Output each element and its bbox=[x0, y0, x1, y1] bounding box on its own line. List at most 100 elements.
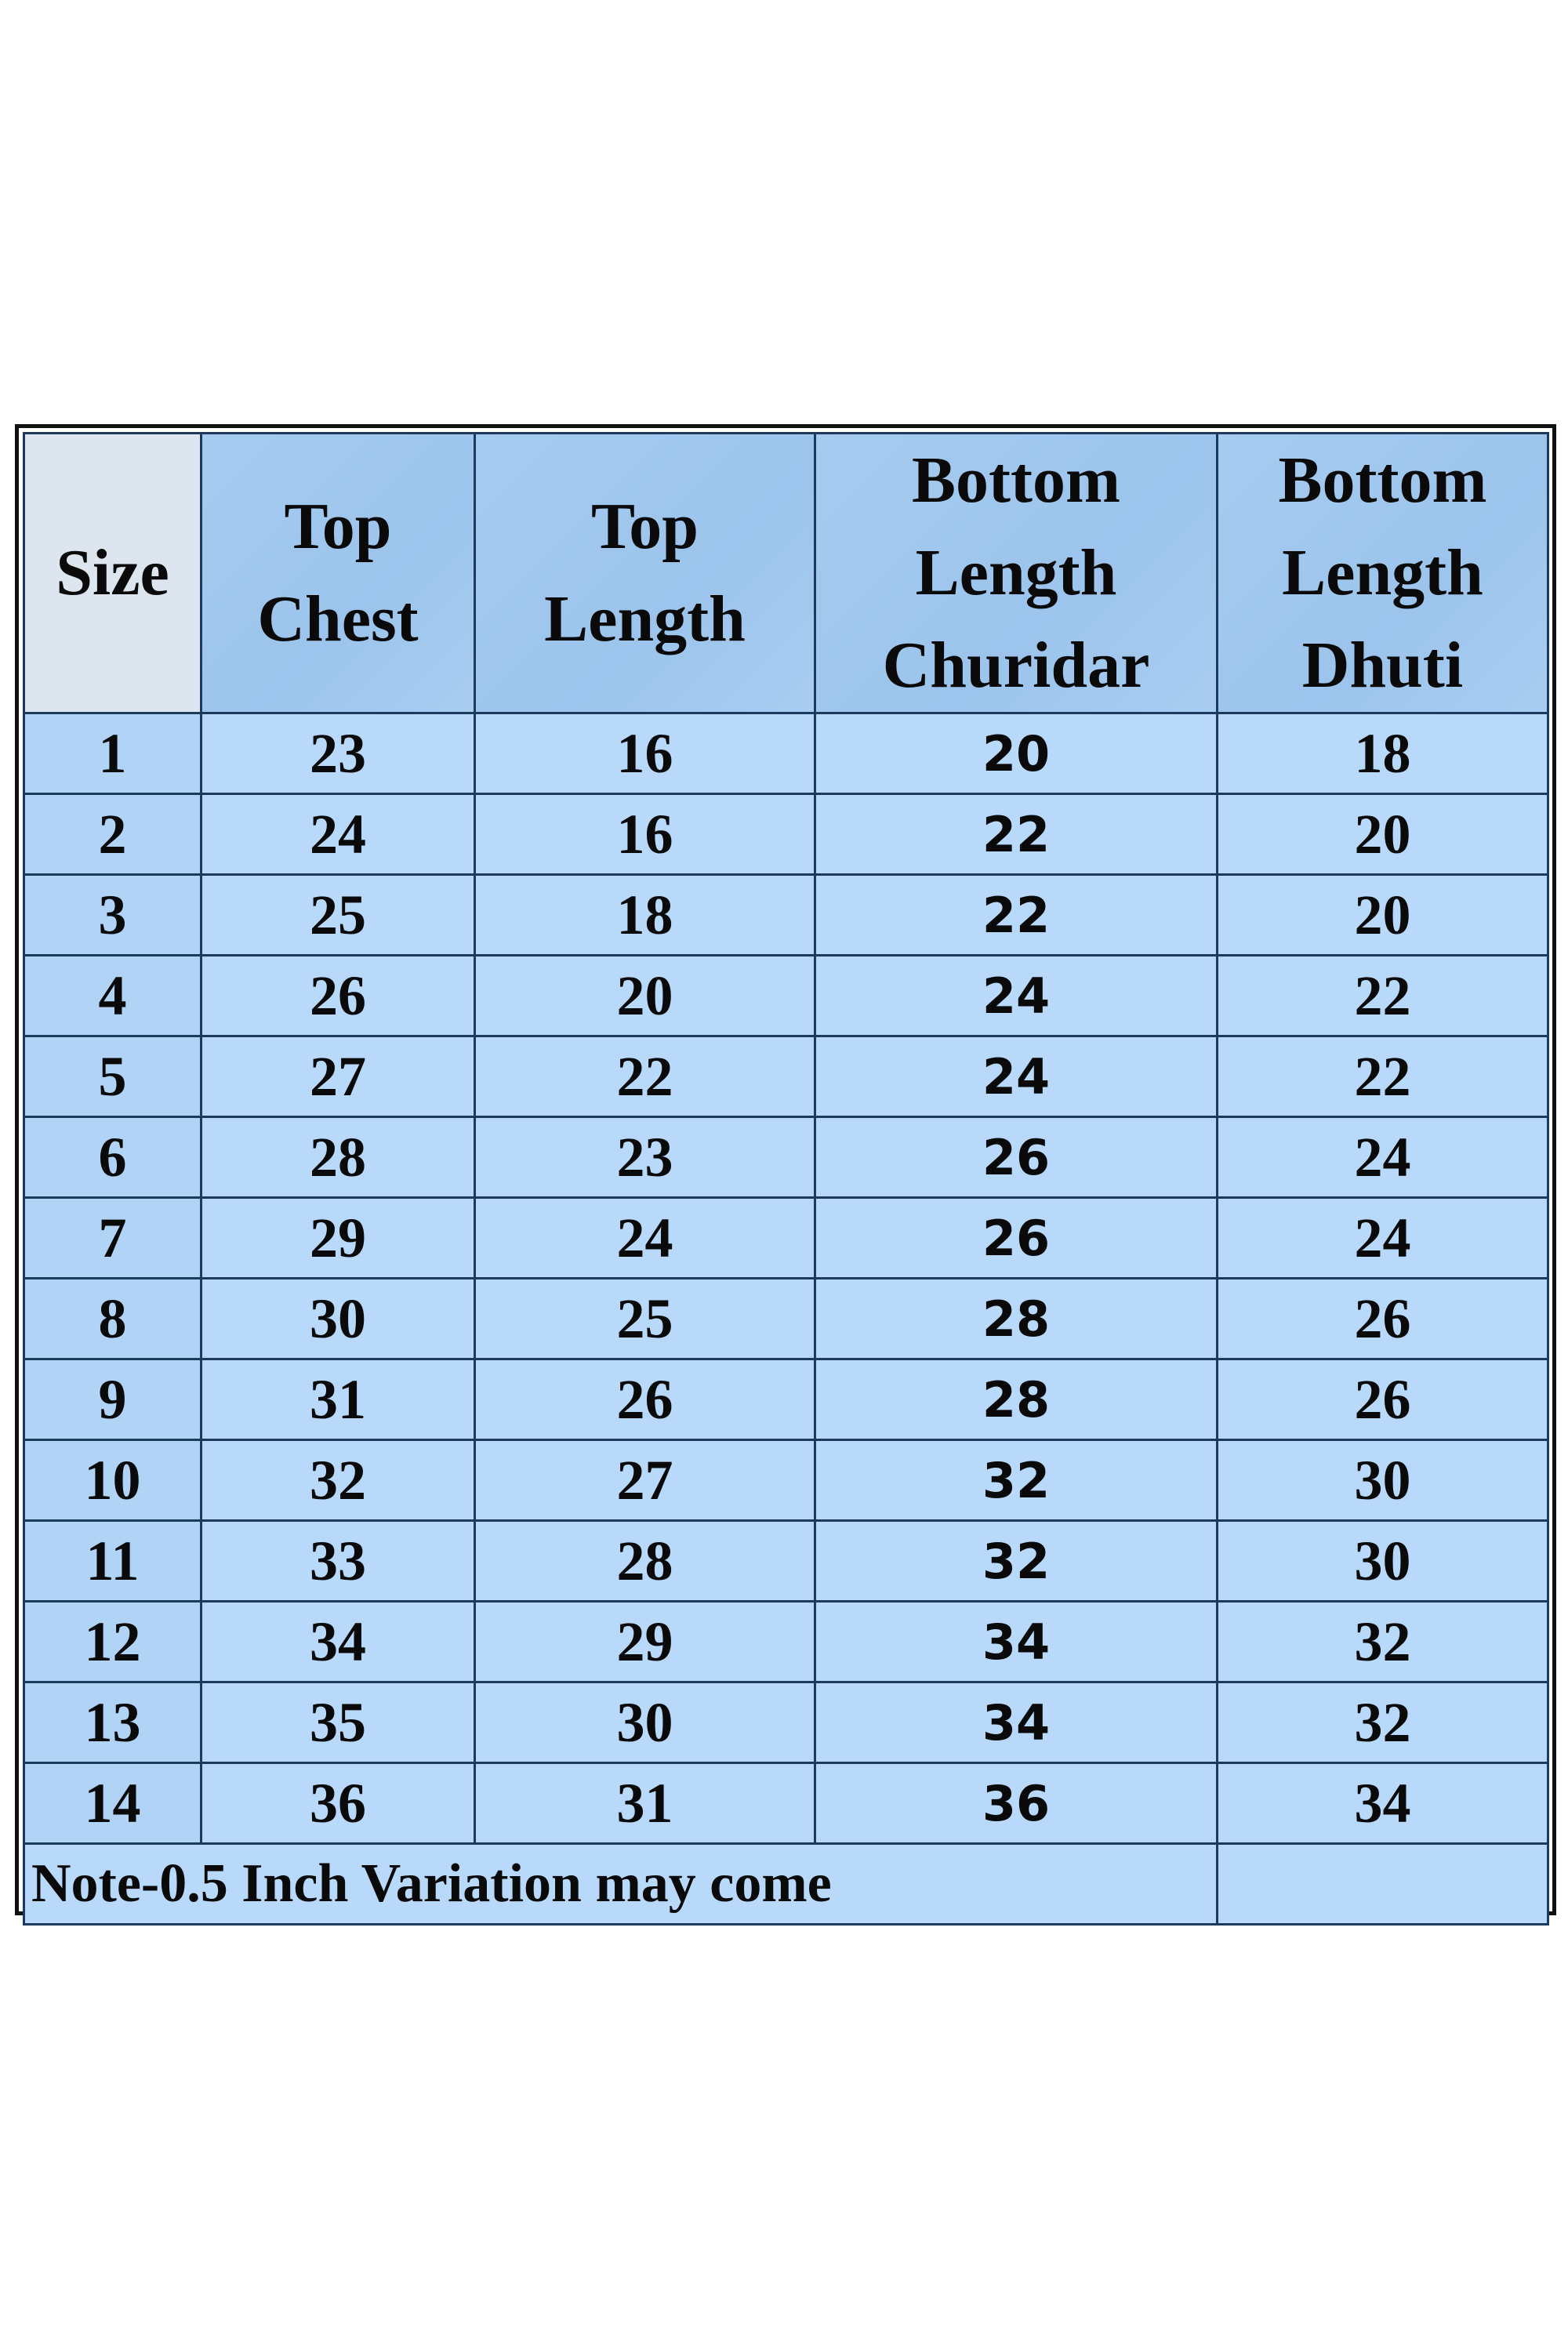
cell-size: 4 bbox=[23, 954, 202, 1037]
header-text: Length bbox=[544, 583, 746, 655]
cell-size: 13 bbox=[23, 1681, 202, 1764]
cell-bottom-length-churidar: 28 bbox=[814, 1277, 1218, 1360]
cell-top-length: 22 bbox=[474, 1035, 816, 1118]
cell-top-chest: 33 bbox=[200, 1519, 476, 1602]
header-text: Dhuti bbox=[1301, 629, 1464, 702]
cell-top-length: 26 bbox=[474, 1358, 816, 1441]
header-bottom-length-churidar: Bottom Length Churidar bbox=[814, 432, 1218, 714]
cell-top-length: 31 bbox=[474, 1762, 816, 1845]
cell-top-chest: 25 bbox=[200, 873, 476, 956]
cell-size: 12 bbox=[23, 1600, 202, 1683]
cell-top-chest: 34 bbox=[200, 1600, 476, 1683]
cell-top-length: 16 bbox=[474, 793, 816, 876]
cell-bottom-length-churidar: 24 bbox=[814, 1035, 1218, 1118]
cell-top-chest: 28 bbox=[200, 1116, 476, 1199]
header-text: Chest bbox=[257, 583, 419, 655]
cell-bottom-length-churidar: 26 bbox=[814, 1116, 1218, 1199]
cell-bottom-length-churidar: 26 bbox=[814, 1196, 1218, 1279]
cell-bottom-length-churidar: 22 bbox=[814, 793, 1218, 876]
cell-bottom-length-dhuti: 30 bbox=[1216, 1439, 1549, 1522]
note-row: Note-0.5 Inch Variation may come bbox=[23, 1842, 1549, 1926]
cell-size: 2 bbox=[23, 793, 202, 876]
cell-top-length: 27 bbox=[474, 1439, 816, 1522]
table-row: 4 26 20 24 22 bbox=[23, 954, 1549, 1037]
header-text: Churidar bbox=[882, 629, 1150, 702]
cell-top-length: 29 bbox=[474, 1600, 816, 1683]
cell-top-chest: 32 bbox=[200, 1439, 476, 1522]
header-row: Size Top Chest Top Length Bottom Length Churida… bbox=[23, 432, 1549, 714]
size-chart-frame: Size Top Chest Top Length Bottom Length Churida… bbox=[15, 424, 1556, 1926]
cell-bottom-length-dhuti: 34 bbox=[1216, 1762, 1549, 1845]
cell-bottom-length-churidar: 28 bbox=[814, 1358, 1218, 1441]
cell-bottom-length-churidar: 32 bbox=[814, 1519, 1218, 1602]
header-text: Length bbox=[1282, 536, 1483, 609]
cell-top-chest: 35 bbox=[200, 1681, 476, 1764]
cell-size: 9 bbox=[23, 1358, 202, 1441]
table-row: 7 29 24 26 24 bbox=[23, 1196, 1549, 1279]
cell-bottom-length-churidar: 22 bbox=[814, 873, 1218, 956]
cell-bottom-length-churidar: 24 bbox=[814, 954, 1218, 1037]
cell-size: 5 bbox=[23, 1035, 202, 1118]
cell-top-length: 20 bbox=[474, 954, 816, 1037]
cell-size: 3 bbox=[23, 873, 202, 956]
cell-top-length: 23 bbox=[474, 1116, 816, 1199]
header-text: Size bbox=[56, 536, 169, 609]
cell-top-chest: 26 bbox=[200, 954, 476, 1037]
table-row: 13 35 30 34 32 bbox=[23, 1681, 1549, 1764]
table-row: 12 34 29 34 32 bbox=[23, 1600, 1549, 1683]
header-top-length: Top Length bbox=[474, 432, 816, 714]
cell-size: 10 bbox=[23, 1439, 202, 1522]
cell-bottom-length-dhuti: 32 bbox=[1216, 1681, 1549, 1764]
cell-size: 7 bbox=[23, 1196, 202, 1279]
header-size: Size bbox=[23, 432, 202, 714]
header-text: Length bbox=[915, 536, 1117, 609]
cell-bottom-length-churidar: 34 bbox=[814, 1681, 1218, 1764]
cell-bottom-length-dhuti: 26 bbox=[1216, 1277, 1549, 1360]
cell-size: 1 bbox=[23, 712, 202, 795]
table-row: 14 36 31 36 34 bbox=[23, 1762, 1549, 1845]
cell-bottom-length-churidar: 34 bbox=[814, 1600, 1218, 1683]
cell-bottom-length-churidar: 20 bbox=[814, 712, 1218, 795]
header-text: Bottom bbox=[912, 444, 1120, 517]
table-row: 3 25 18 22 20 bbox=[23, 873, 1549, 956]
table-row: 10 32 27 32 30 bbox=[23, 1439, 1549, 1522]
cell-top-chest: 30 bbox=[200, 1277, 476, 1360]
table-row: 5 27 22 24 22 bbox=[23, 1035, 1549, 1118]
cell-bottom-length-dhuti: 24 bbox=[1216, 1116, 1549, 1199]
cell-top-chest: 24 bbox=[200, 793, 476, 876]
cell-bottom-length-dhuti: 32 bbox=[1216, 1600, 1549, 1683]
note-text: Note-0.5 Inch Variation may come bbox=[23, 1842, 1218, 1926]
cell-top-length: 30 bbox=[474, 1681, 816, 1764]
size-chart-table: Size Top Chest Top Length Bottom Length Churida… bbox=[23, 432, 1549, 1926]
cell-bottom-length-churidar: 36 bbox=[814, 1762, 1218, 1845]
table-row: 6 28 23 26 24 bbox=[23, 1116, 1549, 1199]
cell-top-chest: 31 bbox=[200, 1358, 476, 1441]
cell-bottom-length-dhuti: 20 bbox=[1216, 793, 1549, 876]
cell-top-chest: 36 bbox=[200, 1762, 476, 1845]
cell-top-chest: 27 bbox=[200, 1035, 476, 1118]
cell-bottom-length-dhuti: 24 bbox=[1216, 1196, 1549, 1279]
header-text: Top bbox=[590, 490, 699, 563]
cell-top-length: 16 bbox=[474, 712, 816, 795]
cell-size: 11 bbox=[23, 1519, 202, 1602]
header-text: Top bbox=[284, 490, 392, 563]
table-row: 1 23 16 20 18 bbox=[23, 712, 1549, 795]
table-row: 11 33 28 32 30 bbox=[23, 1519, 1549, 1602]
cell-bottom-length-dhuti: 30 bbox=[1216, 1519, 1549, 1602]
cell-size: 8 bbox=[23, 1277, 202, 1360]
cell-size: 6 bbox=[23, 1116, 202, 1199]
cell-top-length: 28 bbox=[474, 1519, 816, 1602]
note-empty-cell bbox=[1216, 1842, 1549, 1926]
cell-top-length: 24 bbox=[474, 1196, 816, 1279]
header-bottom-length-dhuti: Bottom Length Dhuti bbox=[1216, 432, 1549, 714]
table-row: 2 24 16 22 20 bbox=[23, 793, 1549, 876]
cell-top-chest: 29 bbox=[200, 1196, 476, 1279]
header-text: Bottom bbox=[1278, 444, 1487, 517]
header-top-chest: Top Chest bbox=[200, 432, 476, 714]
table-row: 8 30 25 28 26 bbox=[23, 1277, 1549, 1360]
cell-bottom-length-dhuti: 18 bbox=[1216, 712, 1549, 795]
cell-bottom-length-dhuti: 22 bbox=[1216, 1035, 1549, 1118]
cell-top-length: 25 bbox=[474, 1277, 816, 1360]
table-row: 9 31 26 28 26 bbox=[23, 1358, 1549, 1441]
cell-bottom-length-dhuti: 20 bbox=[1216, 873, 1549, 956]
